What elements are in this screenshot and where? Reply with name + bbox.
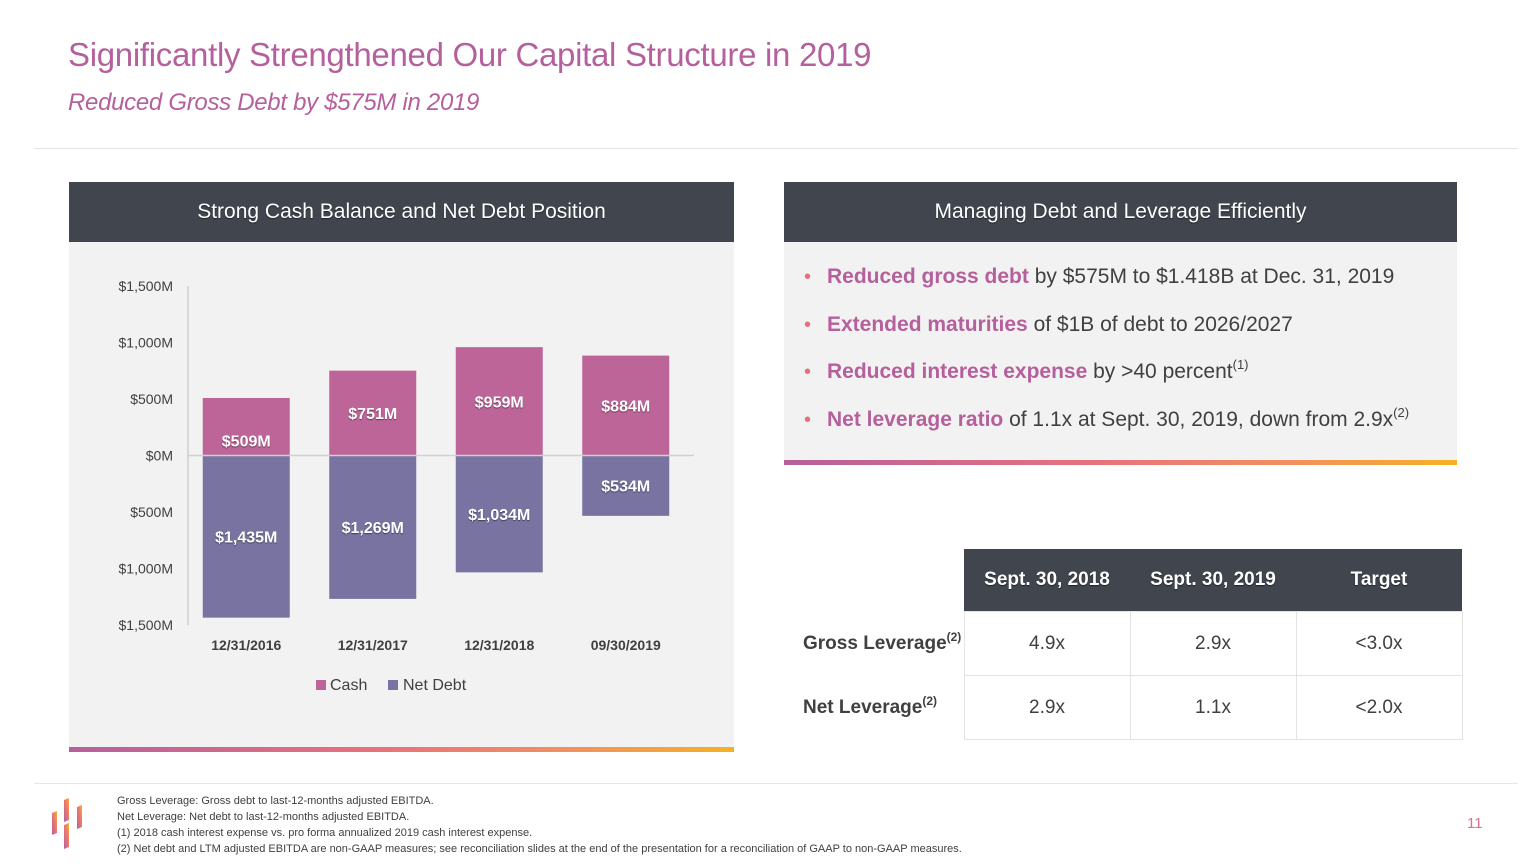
footnote: (1) 2018 cash interest expense vs. pro f… (117, 827, 533, 839)
highlight-item: • Reduced interest expense by >40 percen… (804, 353, 1464, 401)
x-tick-label: 09/30/2019 (591, 637, 661, 653)
table-row: Gross Leverage(2) 4.9x 2.9x <3.0x (785, 611, 1463, 676)
y-tick-label: $0M (146, 448, 173, 464)
cash-bar (582, 355, 670, 456)
highlight-text: of $1B of debt to 2026/2027 (1027, 312, 1293, 336)
net-debt-data-label: $534M (601, 479, 650, 496)
y-tick-label: $500M (130, 391, 173, 407)
footer-divider (34, 783, 1518, 784)
row-label: Gross Leverage(2) (785, 612, 964, 676)
legend-label-net-debt: Net Debt (403, 677, 467, 694)
table-cell: 1.1x (1129, 675, 1297, 740)
bullet-icon: • (804, 266, 812, 288)
table-header-row: Sept. 30, 2018 Sept. 30, 2019 Target (785, 549, 1462, 612)
net-debt-data-label: $1,269M (342, 520, 404, 537)
cash-data-label: $509M (222, 434, 271, 451)
y-tick-label: $1,000M (119, 335, 173, 351)
table-row: Net Leverage(2) 2.9x 1.1x <2.0x (785, 675, 1463, 740)
table-corner (785, 549, 964, 612)
y-tick-label: $1,500M (119, 617, 173, 633)
page-subtitle: Reduced Gross Debt by $575M in 2019 (68, 89, 480, 116)
column-header: Target (1296, 549, 1462, 612)
highlight-item: • Net leverage ratio of 1.1x at Sept. 30… (804, 401, 1464, 449)
column-header: Sept. 30, 2019 (1130, 549, 1296, 612)
highlight-text: by $575M to $1.418B at Dec. 31, 2019 (1028, 265, 1395, 288)
footnote-ref: (2) (922, 693, 938, 708)
row-label-text: Gross Leverage (803, 632, 947, 654)
cash-bar (329, 370, 417, 456)
table-cell: 4.9x (963, 611, 1131, 676)
company-logo-icon (52, 798, 82, 849)
y-tick-label: $1,500M (119, 278, 173, 294)
net-debt-bar (582, 455, 670, 516)
header-divider (34, 148, 1518, 149)
x-tick-label: 12/31/2017 (338, 637, 408, 653)
cash-data-label: $959M (475, 394, 524, 411)
net-debt-data-label: $1,435M (215, 530, 277, 547)
leverage-panel (784, 242, 1457, 460)
highlight-item: • Reduced gross debt by $575M to $1.418B… (804, 258, 1464, 306)
cash-bar (202, 397, 290, 456)
leverage-panel-accent-bar (784, 460, 1457, 465)
highlight-item: • Extended maturities of $1B of debt to … (804, 306, 1464, 354)
highlight-text: by >40 percent (1087, 360, 1233, 383)
bullet-icon: • (804, 408, 812, 431)
page-number: 11 (1467, 815, 1483, 832)
footnote: (2) Net debt and LTM adjusted EBITDA are… (117, 843, 962, 855)
highlight-label: Net leverage ratio (827, 407, 1004, 431)
leverage-table: Sept. 30, 2018 Sept. 30, 2019 Target Gro… (785, 549, 1463, 740)
row-label: Net Leverage(2) (785, 676, 964, 740)
bullet-icon: • (804, 361, 812, 383)
footnote-ref: (1) (1232, 357, 1249, 372)
highlight-label: Extended maturities (827, 312, 1028, 336)
column-header: Sept. 30, 2018 (964, 549, 1130, 612)
bullet-icon: • (804, 313, 812, 336)
y-tick-label: $1,000M (119, 561, 173, 577)
cash-bar (455, 347, 543, 456)
table-cell: <2.0x (1295, 675, 1463, 740)
legend-swatch-cash (316, 680, 326, 690)
row-label-text: Net Leverage (803, 696, 923, 718)
chart-panel-accent-bar (69, 747, 734, 752)
net-debt-bar (329, 455, 417, 599)
chart-panel-header: Strong Cash Balance and Net Debt Positio… (69, 182, 734, 242)
highlight-label: Reduced interest expense (827, 360, 1088, 383)
net-debt-data-label: $1,034M (468, 507, 530, 524)
cash-data-label: $751M (348, 406, 397, 423)
footnote: Gross Leverage: Gross debt to last-12-mo… (117, 795, 434, 807)
net-debt-bar (202, 455, 290, 618)
x-tick-label: 12/31/2018 (464, 637, 534, 653)
x-tick-label: 12/31/2016 (211, 637, 281, 653)
highlight-text: of 1.1x at Sept. 30, 2019, down from 2.9… (1003, 407, 1394, 431)
footnote-ref: (2) (946, 629, 962, 644)
page-title: Significantly Strengthened Our Capital S… (68, 36, 872, 73)
leverage-panel-header: Managing Debt and Leverage Efficiently (784, 182, 1457, 242)
highlight-label: Reduced gross debt (827, 265, 1029, 288)
footnote-ref: (2) (1393, 404, 1410, 420)
footnote: Net Leverage: Net debt to last-12-months… (117, 811, 410, 823)
legend-label-cash: Cash (330, 677, 367, 694)
net-debt-bar (455, 455, 543, 573)
highlights-list: • Reduced gross debt by $575M to $1.418B… (804, 258, 1464, 448)
chart-panel: $1,500M $1,000M $500M $0M $500M $1,000M $1,500… (69, 242, 734, 748)
cash-net-debt-chart: $1,500M $1,000M $500M $0M $500M $1,000M $1,500… (119, 278, 694, 694)
table-cell: 2.9x (1129, 611, 1297, 676)
footnotes: Gross Leverage: Gross debt to last-12-mo… (117, 793, 962, 857)
legend-swatch-net-debt (388, 680, 398, 690)
table-cell: <3.0x (1295, 611, 1463, 676)
table-cell: 2.9x (963, 675, 1131, 740)
cash-data-label: $884M (601, 399, 650, 416)
y-tick-label: $500M (130, 504, 173, 520)
